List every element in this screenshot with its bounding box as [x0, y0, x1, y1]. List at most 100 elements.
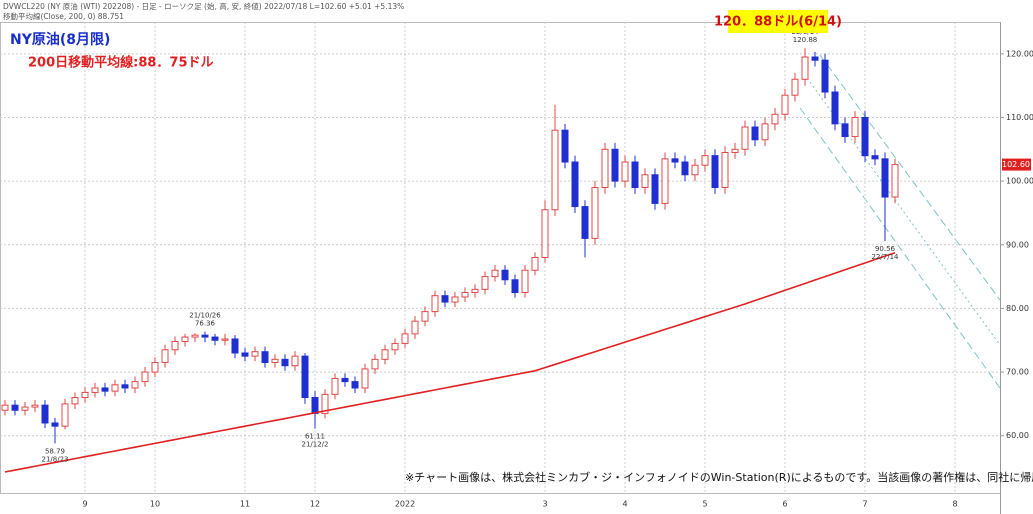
candle-body: [81, 391, 89, 399]
candle-body: [691, 164, 699, 176]
candle-body: [191, 334, 199, 338]
candle-body: [31, 404, 39, 408]
y-tick-label: 100.00: [1006, 177, 1033, 186]
candle-body: [271, 358, 279, 364]
candle-body: [801, 56, 809, 80]
candle-body: [581, 206, 589, 239]
candle-body: [661, 158, 669, 204]
candle-body: [41, 404, 49, 424]
trend-channel: [799, 54, 1001, 389]
y-tick-label: 120.00: [1006, 49, 1033, 58]
y-tick-label: 80.00: [1006, 304, 1029, 313]
annotation-value: 90.56: [875, 245, 896, 253]
candle-body: [781, 94, 789, 115]
candle-body: [21, 406, 29, 411]
chart-title: NY原油(8月限): [10, 31, 110, 48]
candle-body: [831, 91, 839, 125]
candle-body: [461, 292, 469, 298]
x-tick-label: 6: [782, 500, 787, 509]
candle-body: [751, 126, 759, 141]
candle-body: [651, 174, 659, 204]
candle-body: [541, 209, 549, 259]
candle-body: [631, 161, 639, 188]
candle-body: [411, 320, 419, 335]
candle-body: [131, 381, 139, 389]
candle-body: [521, 269, 529, 294]
candle-body: [621, 161, 629, 182]
candle-body: [231, 338, 239, 354]
candle-body: [171, 341, 179, 351]
candle-body: [221, 338, 229, 341]
candle-body: [511, 279, 519, 294]
x-tick-label: 3: [542, 500, 547, 509]
candle-body: [261, 351, 269, 364]
plot-frame: [0, 22, 1001, 494]
candle-body: [441, 295, 449, 303]
x-tick-label: 12: [310, 500, 320, 509]
candle-body: [331, 377, 339, 395]
candle-body: [281, 358, 289, 367]
channel-line: [809, 81, 1001, 346]
annotation-date: 22/7/14: [872, 253, 900, 261]
candle-body: [61, 403, 69, 427]
candle-body: [551, 129, 559, 211]
candle-body: [841, 123, 849, 138]
candle-body: [311, 397, 319, 414]
candle-body: [401, 333, 409, 344]
annotation-date: 21/8/23: [42, 455, 69, 463]
chart-subtitle: 200日移動平均線:88．75ドル: [28, 55, 214, 71]
candle-body: [821, 59, 829, 93]
candle-body: [341, 377, 349, 383]
candle-body: [771, 113, 779, 125]
price-tag: [1002, 158, 1031, 171]
candle-body: [321, 393, 329, 414]
price-tag-label: 102.60: [1002, 160, 1030, 169]
x-tick-label: 11: [240, 500, 250, 509]
callout: 120．88ドル(6/14): [714, 15, 842, 30]
channel-line: [799, 107, 1001, 389]
x-tick-label: 8: [952, 500, 957, 509]
moving-average-line: [4, 251, 896, 473]
annotation-value: 58.79: [45, 447, 65, 455]
callout-box: [728, 10, 828, 33]
candle-body: [381, 349, 389, 360]
candle-body: [251, 351, 259, 357]
candle-body: [431, 295, 439, 313]
candle-body: [571, 161, 579, 208]
candle-body: [201, 334, 209, 338]
candle-body: [611, 148, 619, 182]
candle-body: [151, 362, 159, 373]
candle-body: [1, 404, 9, 411]
candle-body: [301, 355, 309, 399]
candle-body: [731, 148, 739, 153]
y-tick-label: 110.00: [1006, 113, 1033, 122]
candle-body: [111, 384, 119, 392]
candle-body: [711, 155, 719, 188]
candle-body: [471, 288, 479, 294]
candle-body: [601, 148, 609, 188]
x-tick-label: 4: [622, 500, 627, 509]
candle-body: [181, 336, 189, 343]
candle-body: [451, 296, 459, 303]
y-tick-label: 90.00: [1006, 240, 1029, 249]
candle-body: [291, 355, 299, 367]
x-tick-label: 9: [82, 500, 87, 509]
candle-body: [641, 174, 649, 188]
candle-body: [121, 384, 129, 389]
y-tick-label: 70.00: [1006, 368, 1029, 377]
candle-body: [91, 387, 99, 393]
candle-body: [791, 78, 799, 96]
candle-body: [481, 276, 489, 290]
candle-body: [591, 186, 599, 239]
annotation-date: 21/12/2: [302, 441, 329, 449]
annotation-date: 21/10/26: [189, 312, 221, 320]
candle-body: [361, 368, 369, 389]
candle-body: [501, 269, 509, 281]
candle-body: [681, 161, 689, 176]
x-tick-label: 10: [150, 500, 160, 509]
candle-body: [11, 404, 19, 411]
candle-body: [491, 269, 499, 278]
x-tick-label: 2022: [395, 500, 415, 509]
